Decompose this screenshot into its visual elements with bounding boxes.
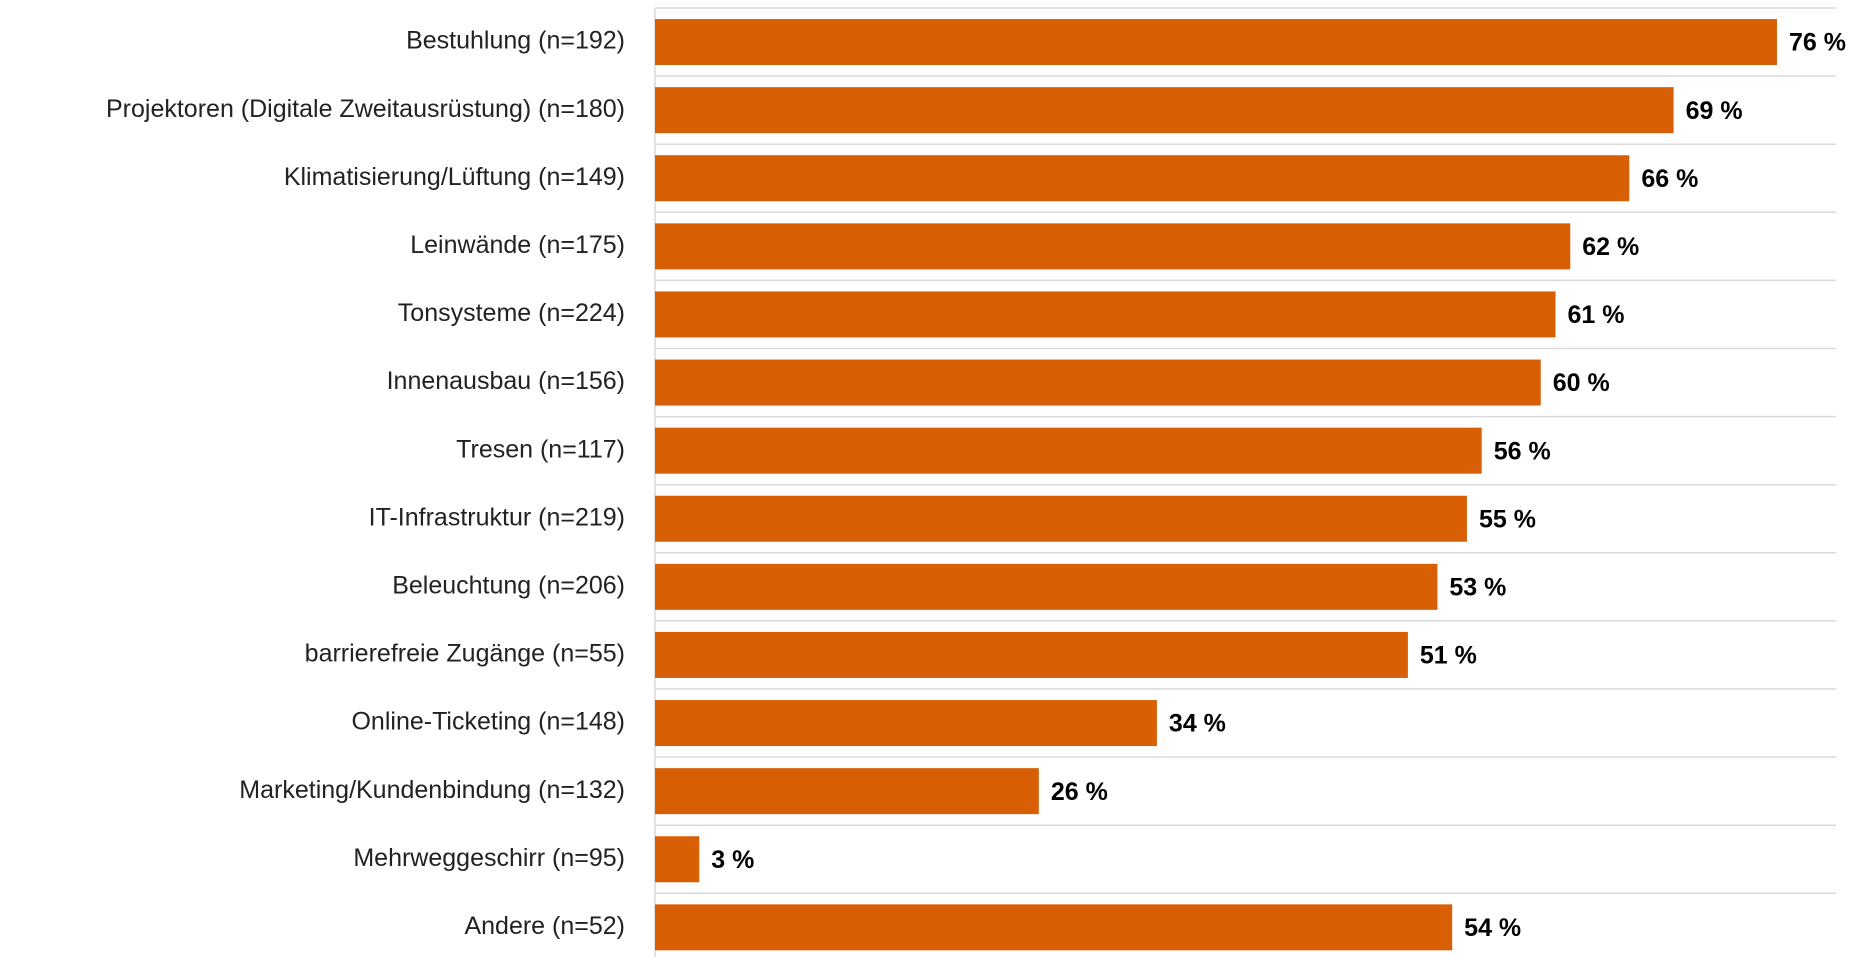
- bar: [655, 563, 1438, 610]
- bar: [655, 836, 700, 883]
- y-tick-label: Bestuhlung (n=192): [406, 27, 625, 55]
- y-tick-label: Andere (n=52): [464, 912, 625, 940]
- value-label: 76 %: [1789, 29, 1846, 57]
- y-tick-label: Tonsysteme (n=224): [398, 299, 625, 327]
- bar: [655, 87, 1674, 134]
- value-label: 60 %: [1553, 369, 1610, 397]
- y-tick-label: Online-Ticketing (n=148): [351, 708, 625, 736]
- value-label: 3 %: [711, 846, 754, 874]
- bar: [655, 155, 1630, 202]
- y-tick-label: Marketing/Kundenbindung (n=132): [239, 776, 625, 804]
- y-tick-label: Innenausbau (n=156): [387, 367, 625, 395]
- bar: [655, 19, 1777, 66]
- value-label: 34 %: [1169, 710, 1226, 738]
- bar: [655, 223, 1571, 270]
- value-label: 56 %: [1494, 437, 1551, 465]
- y-tick-label: Tresen (n=117): [456, 435, 625, 463]
- y-tick-label: Mehrweggeschirr (n=95): [353, 844, 625, 872]
- y-tick-label: Projektoren (Digitale Zweitausrüstung) (…: [106, 95, 625, 123]
- y-tick-label: Beleuchtung (n=206): [392, 571, 625, 599]
- bar: [655, 631, 1408, 678]
- value-label: 51 %: [1420, 642, 1477, 670]
- value-label: 54 %: [1464, 914, 1521, 942]
- value-label: 55 %: [1479, 505, 1536, 533]
- bar: [655, 904, 1453, 951]
- y-tick-label: Klimatisierung/Lüftung (n=149): [284, 163, 625, 191]
- value-label: 69 %: [1686, 97, 1743, 125]
- bar: [655, 495, 1467, 542]
- value-label: 61 %: [1568, 301, 1625, 329]
- bar: [655, 700, 1157, 747]
- value-label: 62 %: [1582, 233, 1639, 261]
- value-label: 66 %: [1641, 165, 1698, 193]
- y-tick-label: IT-Infrastruktur (n=219): [369, 503, 625, 531]
- y-tick-label: barrierefreie Zugänge (n=55): [305, 640, 625, 668]
- value-label: 53 %: [1449, 573, 1506, 601]
- bar: [655, 427, 1482, 474]
- bar: [655, 291, 1556, 338]
- y-tick-label: Leinwände (n=175): [410, 231, 625, 259]
- bar: [655, 768, 1039, 815]
- value-label: 26 %: [1051, 778, 1108, 806]
- bar: [655, 359, 1541, 406]
